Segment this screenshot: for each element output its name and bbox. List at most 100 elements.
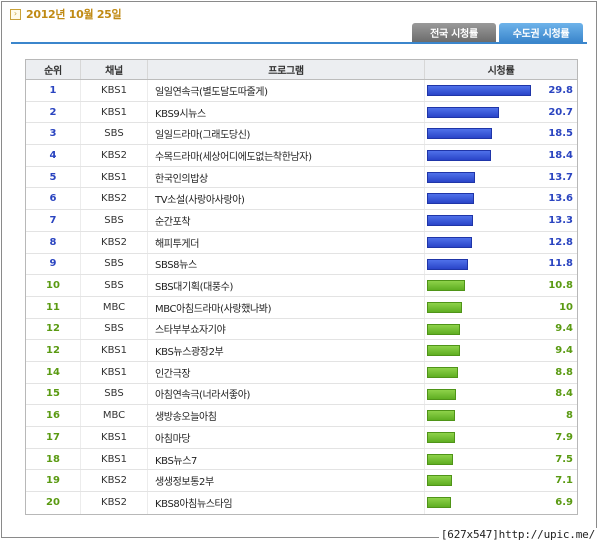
- table-row: 14 KBS1 인간극장 8.8: [26, 361, 577, 384]
- table-header: 순위 채널 프로그램 시청률: [26, 60, 577, 80]
- row-channel: KBS1: [81, 361, 148, 383]
- rating-value: 9.4: [555, 323, 573, 335]
- row-rank: 8: [26, 231, 81, 253]
- rating-bar: [427, 106, 499, 118]
- row-channel: KBS2: [81, 188, 148, 210]
- rating-bar: [427, 497, 451, 509]
- row-rank: 12: [26, 318, 81, 340]
- rating-bar: [427, 236, 472, 248]
- row-rank: 6: [26, 188, 81, 210]
- rating-bar: [427, 410, 455, 422]
- row-channel: SBS: [81, 253, 148, 275]
- tab-underline: [11, 42, 587, 44]
- row-channel: KBS2: [81, 492, 148, 514]
- table-row: 17 KBS1 아침마당 7.9: [26, 427, 577, 449]
- row-program[interactable]: TV소설(사랑아사랑아): [148, 188, 425, 210]
- rating-bar: [427, 323, 460, 335]
- rating-value: 20.7: [548, 106, 573, 118]
- table-body: 1 KBS1 일일연속극(별도달도따줄게) 29.8 2 KBS1 KBS9시뉴스 20.7 3…: [26, 80, 577, 514]
- row-program[interactable]: 수목드라마(세상어디에도없는착한남자): [148, 145, 425, 166]
- row-program[interactable]: 생생정보통2부: [148, 470, 425, 492]
- rating-value: 13.7: [548, 171, 573, 183]
- rating-bar: [427, 85, 531, 96]
- row-program[interactable]: 생방송오늘아침: [148, 405, 425, 426]
- row-channel: SBS: [81, 275, 148, 296]
- row-channel: SBS: [81, 383, 148, 405]
- rating-value: 6.9: [555, 497, 573, 509]
- table-row: 12 SBS 스타부부쇼자기야 9.4: [26, 318, 577, 341]
- row-rating: 20.7: [425, 102, 577, 123]
- row-rating: 7.1: [425, 470, 577, 491]
- rating-value: 29.8: [548, 84, 573, 96]
- row-channel: KBS1: [81, 80, 148, 101]
- row-rating: 10: [425, 297, 577, 318]
- table-row: 18 KBS1 KBS뉴스7 7.5: [26, 448, 577, 471]
- rating-value: 13.3: [548, 214, 573, 226]
- row-rating: 9.4: [425, 319, 577, 340]
- row-rank: 17: [26, 427, 81, 448]
- row-program[interactable]: 일일드라마(그래도당신): [148, 123, 425, 145]
- rating-value: 18.5: [548, 128, 573, 140]
- row-rating: 13.7: [425, 167, 577, 188]
- row-rating: 7.5: [425, 449, 577, 470]
- row-rating: 13.6: [425, 188, 577, 209]
- row-program[interactable]: KBS8아침뉴스타임: [148, 492, 425, 514]
- row-rating: 11.8: [425, 254, 577, 275]
- table-row: 4 KBS2 수목드라마(세상어디에도없는착한남자) 18.4: [26, 145, 577, 167]
- header-program: 프로그램: [148, 60, 425, 79]
- rating-bar: [427, 128, 492, 140]
- row-channel: KBS1: [81, 101, 148, 123]
- row-channel: SBS: [81, 210, 148, 231]
- row-program[interactable]: 스타부부쇼자기야: [148, 318, 425, 340]
- row-channel: KBS2: [81, 470, 148, 492]
- table-row: 8 KBS2 해피투게더 12.8: [26, 231, 577, 254]
- table-row: 9 SBS SBS8뉴스 11.8: [26, 253, 577, 276]
- row-rank: 14: [26, 361, 81, 383]
- rating-value: 18.4: [548, 149, 573, 161]
- row-program[interactable]: SBS대기획(대풍수): [148, 275, 425, 296]
- rating-value: 9.4: [555, 345, 573, 357]
- rating-bar: [427, 432, 455, 443]
- row-rating: 18.4: [425, 145, 577, 166]
- row-program[interactable]: 한국인의밥상: [148, 166, 425, 188]
- row-program[interactable]: 인간극장: [148, 361, 425, 383]
- rating-value: 7.9: [555, 431, 573, 443]
- row-program[interactable]: MBC아침드라마(사랑했나봐): [148, 296, 425, 318]
- row-program[interactable]: KBS뉴스광장2부: [148, 340, 425, 361]
- tab-national-ratings[interactable]: 전국 시청률: [412, 23, 496, 42]
- row-rank: 3: [26, 123, 81, 145]
- rating-bar: [427, 258, 468, 270]
- row-rating: 13.3: [425, 210, 577, 231]
- row-channel: KBS1: [81, 427, 148, 448]
- row-program[interactable]: 순간포착: [148, 210, 425, 231]
- table-row: 7 SBS 순간포착 13.3: [26, 210, 577, 232]
- row-channel: MBC: [81, 405, 148, 426]
- table-row: 15 SBS 아침연속극(너라서좋아) 8.4: [26, 383, 577, 406]
- table-row: 5 KBS1 한국인의밥상 13.7: [26, 166, 577, 189]
- table-row: 12 KBS1 KBS뉴스광장2부 9.4: [26, 340, 577, 362]
- chevron-right-icon[interactable]: ›: [10, 8, 21, 20]
- row-rank: 19: [26, 470, 81, 492]
- row-program[interactable]: 아침연속극(너라서좋아): [148, 383, 425, 405]
- row-program[interactable]: 해피투게더: [148, 231, 425, 253]
- row-program[interactable]: 아침마당: [148, 427, 425, 448]
- rating-value: 8.4: [555, 388, 573, 400]
- row-program[interactable]: SBS8뉴스: [148, 253, 425, 275]
- row-program[interactable]: KBS9시뉴스: [148, 101, 425, 123]
- row-rating: 8.8: [425, 362, 577, 383]
- rating-value: 7.1: [555, 475, 573, 487]
- rating-bar: [427, 345, 460, 357]
- row-rating: 9.4: [425, 340, 577, 361]
- rating-bar: [427, 193, 474, 205]
- row-program[interactable]: KBS뉴스7: [148, 448, 425, 470]
- row-channel: MBC: [81, 296, 148, 318]
- tab-capital-ratings[interactable]: 수도권 시청률: [499, 23, 583, 42]
- rating-value: 8.8: [555, 366, 573, 378]
- row-rating: 18.5: [425, 123, 577, 144]
- row-program[interactable]: 일일연속극(별도달도따줄게): [148, 80, 425, 101]
- row-channel: KBS2: [81, 231, 148, 253]
- ratings-table: 순위 채널 프로그램 시청률 1 KBS1 일일연속극(별도달도따줄게) 29.8 2 K…: [25, 59, 578, 515]
- row-rank: 2: [26, 101, 81, 123]
- rating-value: 13.6: [548, 193, 573, 205]
